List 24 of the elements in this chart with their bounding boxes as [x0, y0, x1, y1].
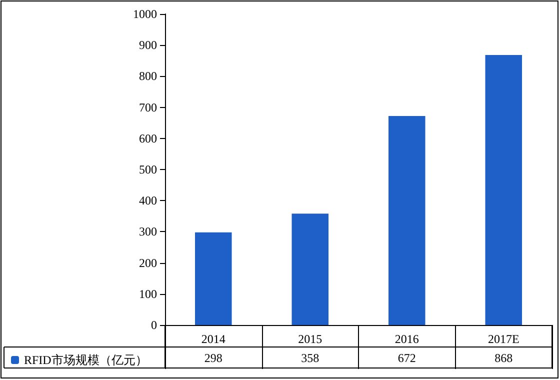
y-tick-label: 300 [139, 224, 157, 239]
x-tick-label: 2014 [201, 332, 226, 346]
data-label: 358 [301, 351, 320, 365]
y-tick-label: 100 [139, 286, 157, 301]
bar [388, 116, 426, 325]
y-tick-label: 0 [151, 318, 157, 332]
x-tick-label: 2015 [298, 332, 322, 346]
y-tick-label: 200 [139, 256, 157, 270]
bar [485, 55, 522, 325]
y-tick-label: 600 [139, 131, 157, 146]
bar [194, 232, 232, 325]
y-tick-label: 700 [139, 100, 157, 114]
bar [292, 214, 329, 325]
legend-label: RFID市场规模（亿元） [24, 353, 148, 367]
x-tick-label: 2016 [394, 332, 419, 346]
y-tick-label: 400 [139, 194, 157, 208]
data-label: 868 [494, 351, 513, 365]
data-label: 298 [204, 351, 222, 365]
data-label: 672 [398, 351, 416, 365]
y-tick-label: 800 [139, 69, 157, 84]
y-tick-label: 1000 [133, 7, 157, 21]
y-tick-label: 900 [139, 38, 157, 52]
y-tick-label: 500 [139, 162, 157, 176]
x-tick-label: 2017E [488, 332, 520, 346]
